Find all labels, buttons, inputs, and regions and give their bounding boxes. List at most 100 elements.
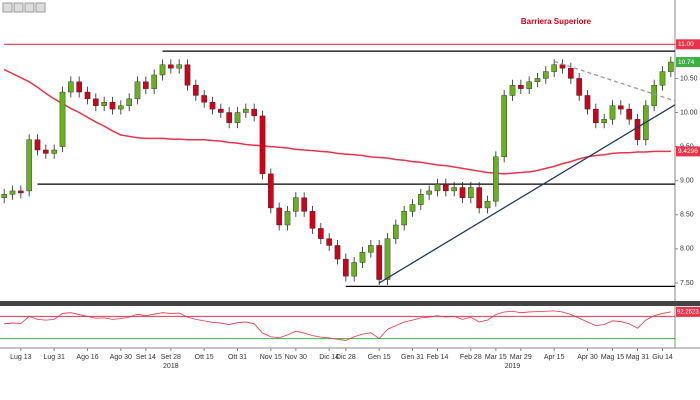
candle-body	[376, 245, 382, 280]
tool-icon[interactable]	[13, 2, 24, 13]
toolbar	[2, 2, 46, 13]
candle-body	[234, 112, 241, 123]
candle-body	[534, 78, 541, 83]
y-tick-label: 10.50	[680, 75, 698, 82]
candle-body	[151, 74, 157, 89]
x-tick-label: Feb 14	[427, 354, 449, 361]
year-label: 2018	[163, 363, 179, 370]
annotation: Barriera Superiore	[521, 17, 592, 26]
candle-body	[551, 64, 557, 72]
trendline	[378, 104, 676, 284]
candle-body	[201, 95, 207, 103]
tool-icon[interactable]	[24, 2, 35, 13]
candle-body	[468, 187, 474, 198]
candle-body	[59, 91, 66, 147]
price-label: 11.00	[678, 41, 694, 48]
y-tick-label: 8.00	[680, 246, 694, 253]
candle-body	[109, 102, 116, 110]
candle-body	[1, 194, 7, 198]
candle-body	[451, 187, 457, 192]
oscillator-line	[4, 310, 671, 341]
candle-body	[476, 187, 482, 209]
x-tick-label: Mag 15	[601, 354, 624, 361]
x-tick-label: Ott 15	[195, 354, 214, 361]
candle-body	[76, 81, 82, 93]
candle-body	[118, 105, 124, 110]
candle-body	[34, 139, 41, 151]
candle-body	[443, 183, 449, 192]
candle-body	[259, 115, 266, 175]
candle-body	[9, 190, 16, 195]
candle-body	[651, 85, 657, 106]
candle-body	[584, 95, 591, 110]
price-label-box	[676, 39, 700, 50]
y-tick-label: 8.50	[680, 212, 694, 219]
x-tick-label: Dic 14	[319, 354, 339, 361]
candle-body	[626, 108, 632, 120]
x-tick-label: Apr 30	[577, 354, 598, 361]
candle-body	[459, 187, 466, 198]
candle-body	[518, 85, 524, 89]
candle-body	[218, 108, 224, 113]
tool-icon[interactable]	[2, 2, 13, 13]
x-tick-label: Set 14	[136, 354, 156, 361]
candle-body	[193, 85, 199, 96]
candle-body	[284, 211, 291, 226]
oscillator-label: 92.2623	[677, 309, 699, 315]
candle-body	[309, 211, 316, 229]
candle-body	[168, 64, 174, 69]
x-tick-label: Ago 16	[76, 354, 98, 361]
x-tick-label: Gen 15	[368, 354, 391, 361]
candle-body	[209, 102, 216, 110]
y-tick-label: 7.50	[680, 280, 694, 287]
x-tick-label: Nov 15	[260, 354, 282, 361]
candle-body	[593, 108, 599, 123]
candle-body	[509, 85, 516, 96]
x-tick-label: Lug 31	[43, 354, 65, 361]
candle-body	[134, 81, 141, 100]
candle-body	[293, 197, 299, 212]
panel-separator	[0, 301, 700, 306]
candle-body	[543, 71, 549, 79]
candle-body	[268, 173, 274, 209]
candle-body	[401, 211, 407, 226]
x-tick-label: Lug 13	[10, 354, 32, 361]
x-tick-label: Nov 30	[285, 354, 307, 361]
candle-body	[659, 71, 666, 86]
tool-icon[interactable]	[35, 2, 46, 13]
candle-body	[318, 228, 324, 239]
x-tick-label: Mag 31	[626, 354, 649, 361]
candle-body	[18, 190, 24, 194]
candle-body	[526, 81, 532, 89]
x-tick-label: Mar 29	[510, 354, 532, 361]
candle-body	[184, 64, 191, 86]
candle-body	[84, 91, 91, 100]
candle-body	[393, 224, 399, 239]
candle-body	[418, 194, 424, 205]
moving-average	[3, 68, 671, 175]
x-tick-label: Giu 14	[652, 354, 673, 361]
price-label: 9.4296	[678, 148, 698, 155]
x-tick-label: Apr 15	[544, 354, 565, 361]
candle-body	[576, 78, 582, 96]
candle-body	[668, 61, 674, 72]
candle-body	[368, 245, 374, 253]
candle-body	[159, 64, 166, 76]
candle-body	[484, 200, 491, 209]
x-tick-label: Dic 28	[336, 354, 356, 361]
price-label-box	[676, 57, 700, 68]
year-label: 2019	[505, 363, 521, 370]
x-tick-label: Ago 30	[110, 354, 132, 361]
candle-body	[326, 238, 332, 246]
candle-body	[618, 105, 624, 110]
candle-body	[359, 252, 366, 263]
candle-body	[243, 108, 249, 113]
candle-body	[601, 119, 607, 123]
candle-body	[301, 197, 307, 212]
candle-body	[634, 119, 641, 140]
price-label-box	[676, 146, 700, 157]
oscillator-label-box	[676, 306, 700, 317]
trendline	[553, 60, 676, 102]
